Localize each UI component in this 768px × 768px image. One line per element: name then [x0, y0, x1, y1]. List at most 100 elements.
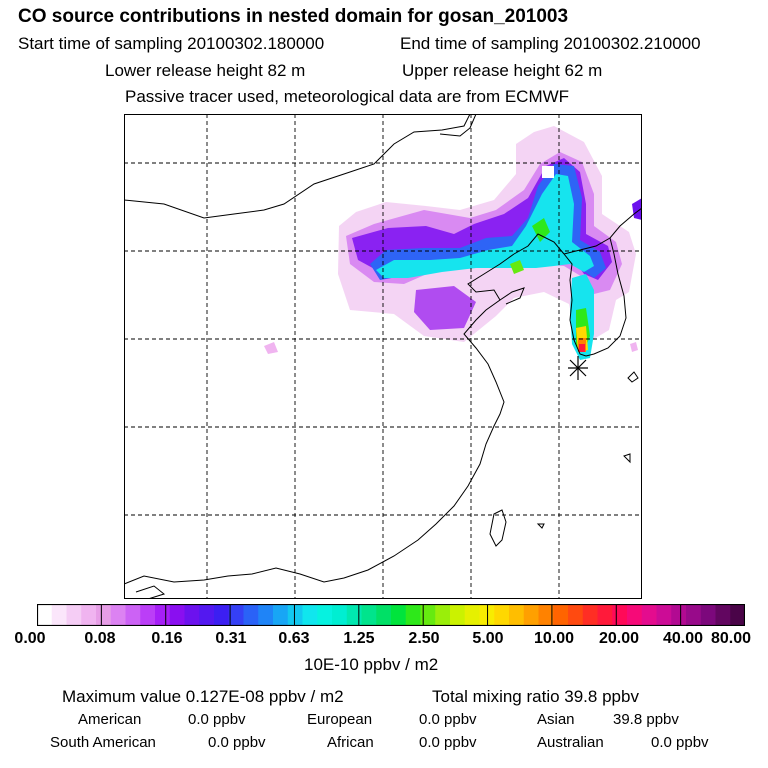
- colorbar-cell: [582, 604, 598, 626]
- start-time-label: Start time of sampling 20100302.180000: [18, 34, 325, 53]
- colorbar-cell: [612, 604, 628, 626]
- colorbar-cell: [715, 604, 731, 626]
- taiwan-island: [489, 509, 507, 547]
- plume-green-2: [510, 260, 524, 274]
- african-label: African: [327, 734, 374, 751]
- colorbar-cell: [214, 604, 230, 626]
- colorbar-tick-label: 40.00: [662, 630, 704, 647]
- colorbar-tick-label: 0.00: [14, 630, 46, 647]
- japan-fragment: [627, 371, 639, 383]
- colorbar-cell: [51, 604, 67, 626]
- asian-label: Asian: [537, 711, 575, 728]
- colorbar: [37, 604, 745, 626]
- korea-west-coast: [563, 253, 587, 357]
- shandong-coast: [499, 287, 525, 305]
- plume-green-1: [532, 218, 550, 242]
- end-time-label: End time of sampling 20100302.210000: [400, 34, 701, 53]
- hainan-fragment: [135, 585, 166, 599]
- graticule: [124, 114, 642, 599]
- upper-release-height-label: Upper release height 62 m: [402, 61, 603, 80]
- colorbar-cell: [96, 604, 112, 626]
- colorbar-cell: [361, 604, 377, 626]
- maximum-value: Maximum value 0.127E-08 ppbv / m2: [62, 687, 344, 706]
- colorbar-tick-label: 5.00: [472, 630, 504, 647]
- colorbar-cell: [302, 604, 318, 626]
- mongolia-border: [124, 114, 471, 219]
- colorbar-cell: [538, 604, 554, 626]
- colorbar-cell: [509, 604, 525, 626]
- plume-violet-lower: [414, 286, 476, 330]
- plume-layer: [264, 126, 642, 360]
- south-american-label: South American: [50, 734, 156, 751]
- colorbar-unit: 10E-10 ppbv / m2: [304, 655, 439, 674]
- colorbar-cell: [700, 604, 716, 626]
- plume-speck-west: [264, 342, 278, 354]
- colorbar-cell: [140, 604, 156, 626]
- map-panel: [124, 114, 642, 599]
- american-value: 0.0 ppbv: [188, 711, 246, 728]
- plume-red-peak: [579, 344, 585, 352]
- manchuria-border: [439, 114, 477, 137]
- receptor-marker: [568, 356, 588, 380]
- colorbar-cell: [243, 604, 259, 626]
- colorbar-cell: [656, 604, 672, 626]
- colorbar-cell: [641, 604, 657, 626]
- colorbar-cell: [287, 604, 303, 626]
- total-mixing-ratio: Total mixing ratio 39.8 ppbv: [432, 687, 639, 706]
- colorbar-cell: [671, 604, 687, 626]
- colorbar-cell: [553, 604, 569, 626]
- colorbar-tick-label: 0.63: [278, 630, 310, 647]
- colorbar-cell: [686, 604, 702, 626]
- colorbar-tick-label: 10.00: [533, 630, 575, 647]
- colorbar-tick-label: 20.00: [598, 630, 640, 647]
- lower-release-height-label: Lower release height 82 m: [105, 61, 306, 80]
- australian-label: Australian: [537, 734, 604, 751]
- colorbar-cell: [420, 604, 436, 626]
- colorbar-cell: [391, 604, 407, 626]
- colorbar-cell: [450, 604, 466, 626]
- colorbar-cell: [228, 604, 244, 626]
- colorbar-tick-label: 2.50: [408, 630, 440, 647]
- colorbar-cell: [730, 604, 745, 626]
- colorbar-cell: [66, 604, 82, 626]
- plume-speck-south: [630, 342, 638, 352]
- colorbar-cell: [81, 604, 97, 626]
- islet-2: [536, 523, 545, 529]
- colorbar-tick-label: 0.16: [151, 630, 183, 647]
- american-label: American: [78, 711, 142, 728]
- colorbar-cell: [332, 604, 348, 626]
- colorbar-cell: [464, 604, 480, 626]
- colorbar-cell: [627, 604, 643, 626]
- colorbar-cell: [597, 604, 613, 626]
- liaodong-coast: [513, 233, 565, 255]
- plume-speck-east: [632, 198, 642, 220]
- asian-value: 39.8 ppbv: [613, 711, 679, 728]
- colorbar-cell: [110, 604, 126, 626]
- colorbar-cell: [405, 604, 421, 626]
- colorbar-cell: [155, 604, 171, 626]
- colorbar-cell: [346, 604, 362, 626]
- australian-value: 0.0 ppbv: [651, 734, 709, 751]
- european-value: 0.0 ppbv: [419, 711, 477, 728]
- colorbar-tick-label: 0.08: [84, 630, 116, 647]
- colorbar-cell: [37, 604, 53, 626]
- map-frame: [124, 114, 642, 599]
- islet-1: [623, 453, 631, 464]
- colorbar-frame: [37, 604, 745, 626]
- colorbar-cell: [376, 604, 392, 626]
- colorbar-tick-label: 1.25: [343, 630, 375, 647]
- colorbar-cell: [317, 604, 333, 626]
- colorbar-cell: [199, 604, 215, 626]
- colorbar-cell: [184, 604, 200, 626]
- colorbar-tick-label: 80.00: [710, 630, 752, 647]
- korea-east-coast: [585, 237, 627, 357]
- colorbar-cell: [273, 604, 289, 626]
- coastline-layer: [124, 114, 642, 599]
- colorbar-cell: [523, 604, 539, 626]
- colorbar-cell: [258, 604, 274, 626]
- plot-title: CO source contributions in nested domain…: [18, 6, 569, 27]
- south-american-value: 0.0 ppbv: [208, 734, 266, 751]
- colorbar-cell: [125, 604, 141, 626]
- tracer-note: Passive tracer used, meteorological data…: [125, 87, 570, 106]
- plume-gap: [542, 166, 554, 178]
